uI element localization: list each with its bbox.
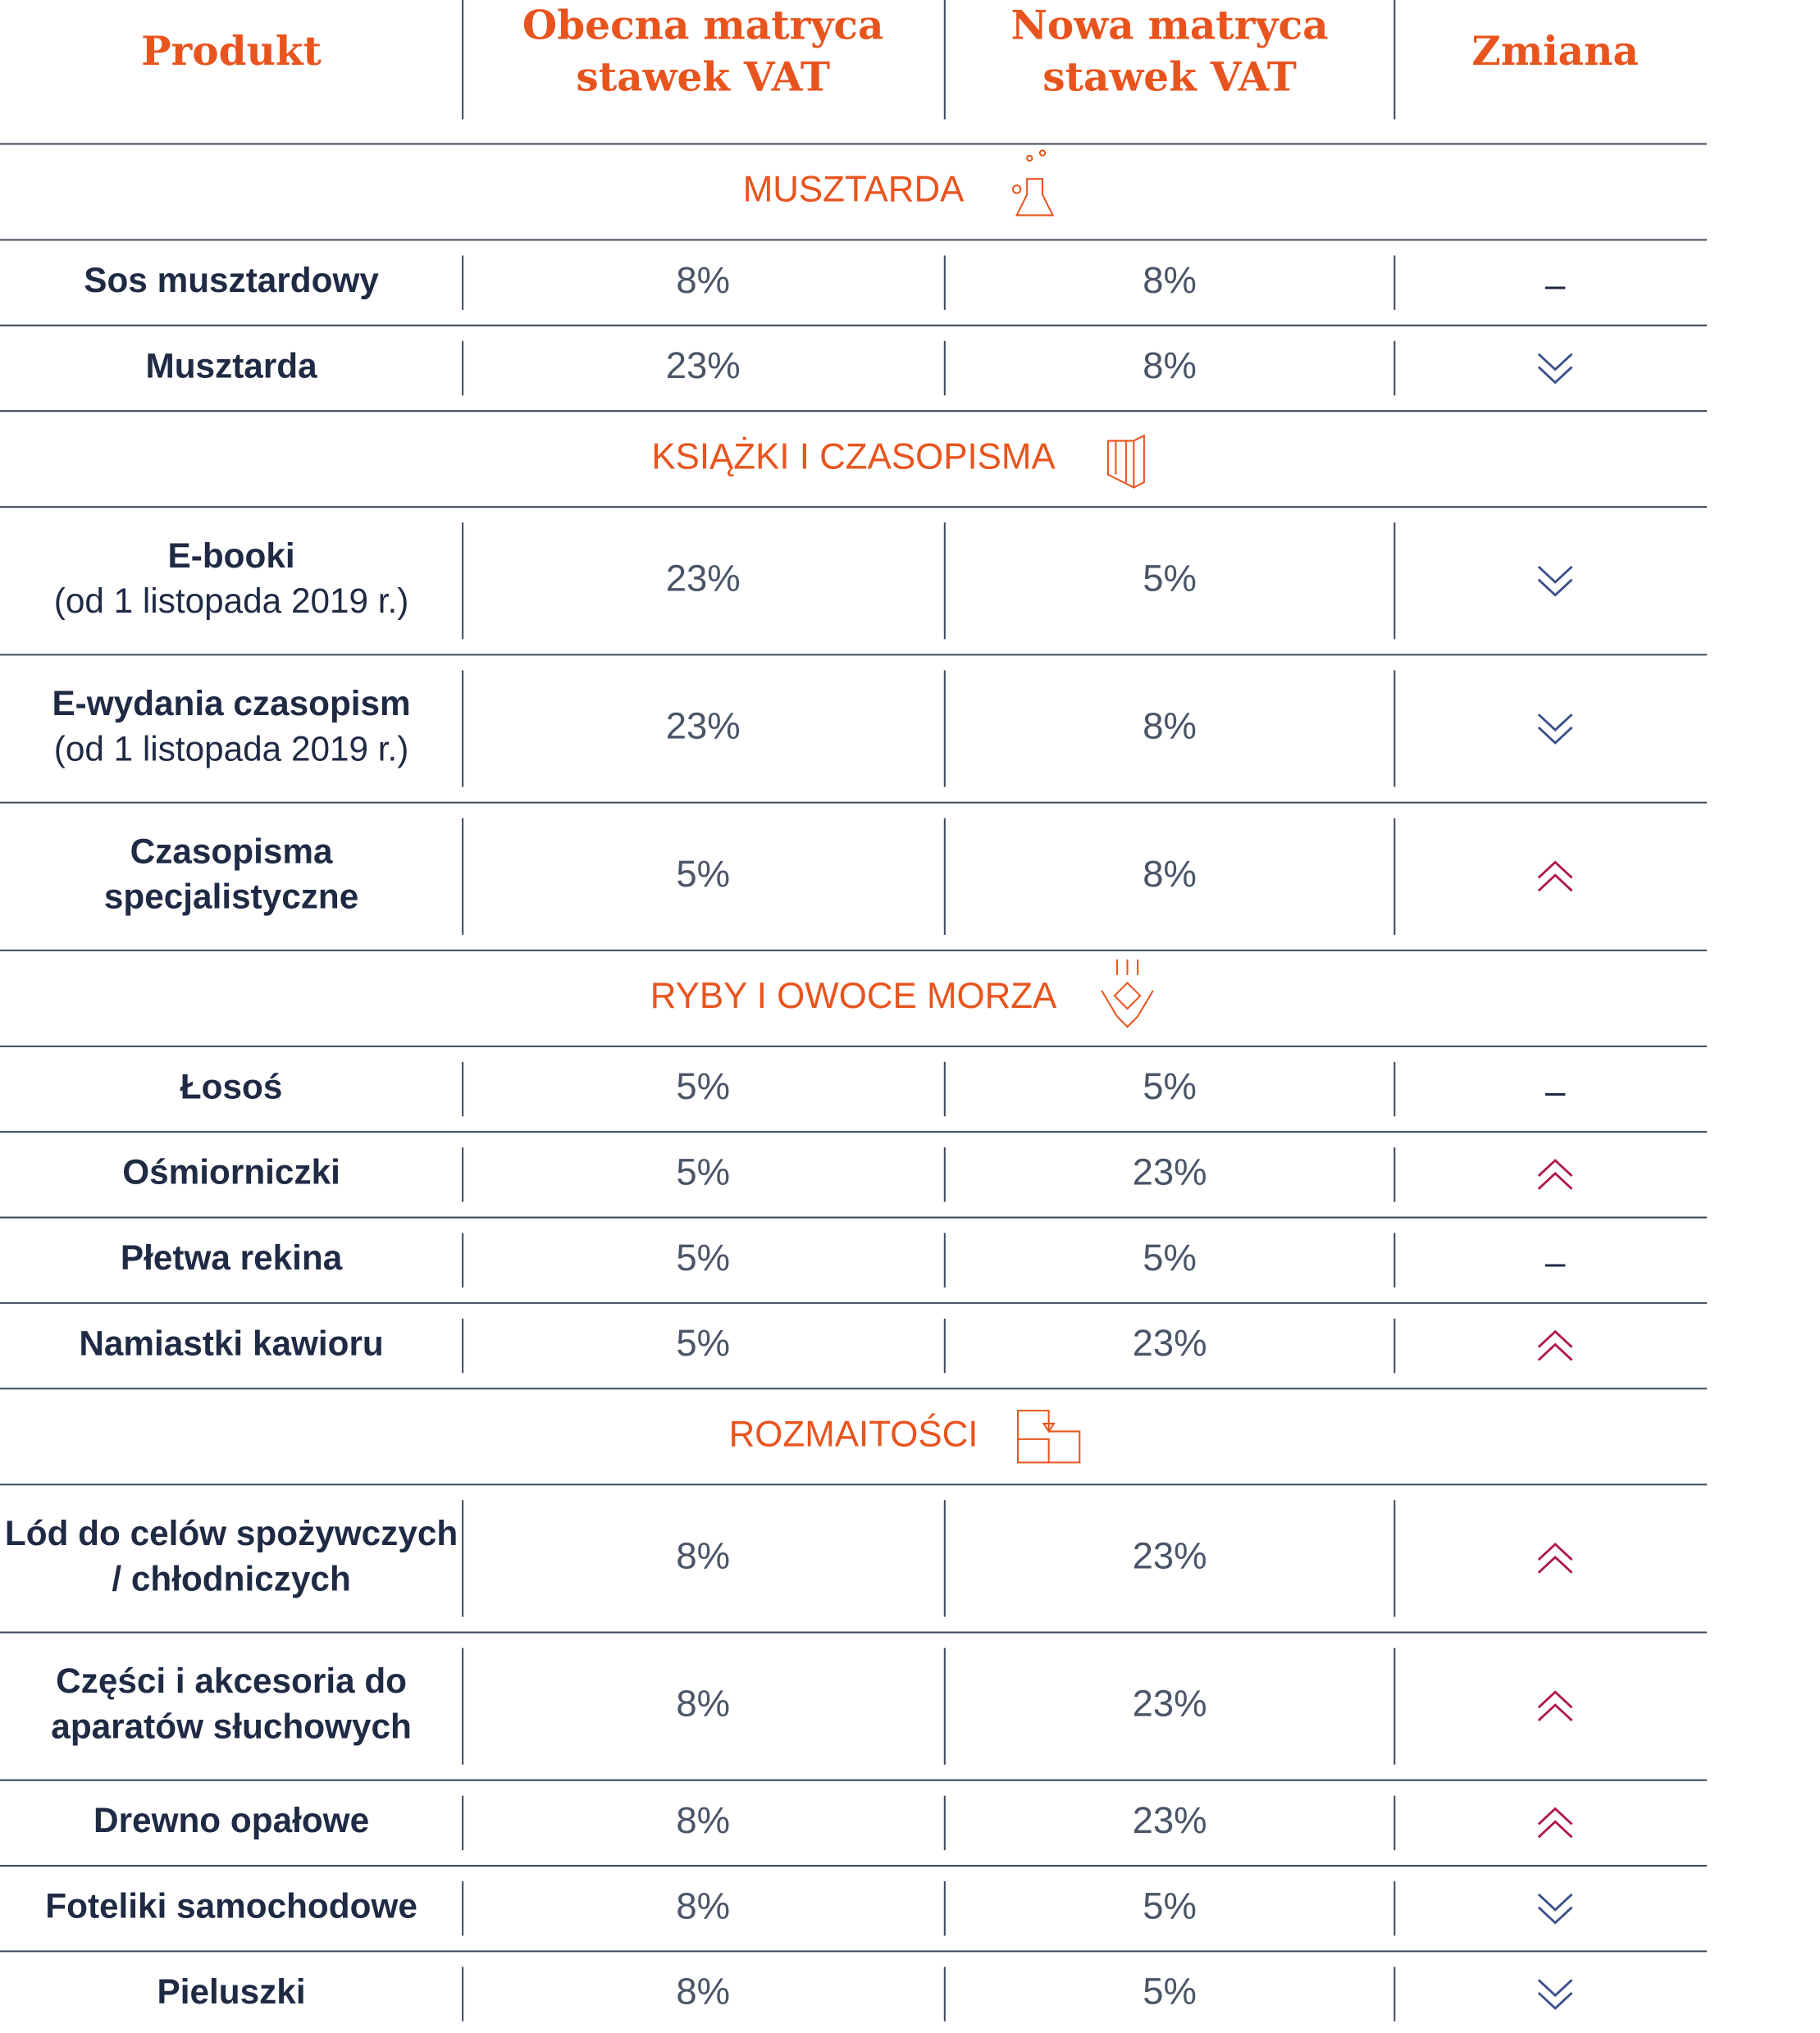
chevron-down xyxy=(1537,726,1573,745)
no-change: – xyxy=(1545,1243,1566,1283)
section-title: ROZMAITOŚCI xyxy=(729,1412,978,1454)
section-icon xyxy=(1106,434,1145,490)
current-rate: 5% xyxy=(676,1322,730,1364)
section-icon xyxy=(1101,959,1154,1028)
chevron-up xyxy=(1537,1820,1573,1839)
chevron-up xyxy=(1537,1703,1573,1722)
product-name: Łosoś xyxy=(180,1068,283,1106)
new-rate: 23% xyxy=(1133,1322,1207,1364)
section-title: RYBY I OWOCE MORZA xyxy=(650,976,1057,1016)
product-name: Foteliki samochodowe xyxy=(45,1887,417,1926)
new-rate: 5% xyxy=(1143,1065,1197,1107)
column-header: stawek VAT xyxy=(1042,52,1297,100)
new-rate: 5% xyxy=(1143,1885,1197,1926)
product-name: Płetwa rekina xyxy=(121,1239,343,1278)
chevron-up xyxy=(1537,1690,1573,1709)
product-name: / chłodniczych xyxy=(112,1560,350,1598)
current-rate: 5% xyxy=(676,1065,730,1107)
chevron-up xyxy=(1537,1342,1573,1361)
product-name: specjalistyczne xyxy=(104,878,358,917)
chevron-down xyxy=(1537,366,1573,385)
chevron-up xyxy=(1537,1555,1573,1574)
chevron-up xyxy=(1537,1807,1573,1826)
column-header: Zmiana xyxy=(1471,27,1639,75)
icon-part xyxy=(1015,178,1055,217)
column-header: Obecna matryca xyxy=(522,1,884,48)
product-name: Sos musztardowy xyxy=(84,262,379,300)
chevron-up xyxy=(1537,860,1573,879)
new-rate: 5% xyxy=(1143,1237,1197,1279)
chevron-up xyxy=(1537,1171,1573,1190)
new-rate: 5% xyxy=(1143,1971,1197,2012)
icon-part xyxy=(1017,1410,1081,1464)
new-rate: 23% xyxy=(1133,1151,1207,1192)
chevron-down xyxy=(1537,1906,1573,1925)
chevron-down xyxy=(1537,713,1573,732)
product-name: Pieluszki xyxy=(157,1973,306,2012)
current-rate: 23% xyxy=(666,344,741,386)
product-note: (od 1 listopada 2019 r.) xyxy=(54,730,409,768)
product-name: Ośmiorniczki xyxy=(122,1153,340,1192)
new-rate: 8% xyxy=(1143,344,1197,386)
new-rate: 5% xyxy=(1143,557,1197,599)
current-rate: 8% xyxy=(676,1534,730,1576)
product-note: (od 1 listopada 2019 r.) xyxy=(54,582,409,621)
no-change: – xyxy=(1545,266,1566,306)
current-rate: 8% xyxy=(676,1799,730,1841)
chevron-down xyxy=(1537,1979,1573,1998)
column-header: Nowa matryca xyxy=(1010,1,1328,48)
new-rate: 8% xyxy=(1143,853,1197,895)
section-icon xyxy=(1017,1410,1081,1464)
product-name: Namiastki kawioru xyxy=(79,1324,383,1363)
chevron-down xyxy=(1537,353,1573,372)
column-header: stawek VAT xyxy=(576,52,830,100)
current-rate: 5% xyxy=(676,853,730,895)
new-rate: 23% xyxy=(1133,1799,1207,1841)
product-name: E-wydania czasopism xyxy=(52,685,410,723)
product-name: E-booki xyxy=(168,537,295,576)
icon-part xyxy=(1011,185,1022,194)
chevron-down xyxy=(1537,578,1573,597)
current-rate: 23% xyxy=(666,557,741,599)
icon-part xyxy=(1106,434,1145,490)
chevron-up xyxy=(1537,1329,1573,1348)
current-rate: 5% xyxy=(676,1151,730,1192)
chevron-up xyxy=(1537,1159,1573,1178)
icon-part xyxy=(1038,149,1047,157)
product-name: Lód do celów spożywczych xyxy=(5,1515,458,1553)
column-header: Produkt xyxy=(141,27,322,75)
current-rate: 8% xyxy=(676,259,730,301)
new-rate: 23% xyxy=(1133,1534,1207,1576)
current-rate: 5% xyxy=(676,1237,730,1279)
new-rate: 23% xyxy=(1133,1683,1207,1725)
current-rate: 8% xyxy=(676,1683,730,1725)
product-name: Drewno opałowe xyxy=(94,1802,369,1840)
icon-part xyxy=(1101,959,1154,1028)
current-rate: 8% xyxy=(676,1971,730,2012)
chevron-down xyxy=(1537,565,1573,584)
chevron-down xyxy=(1537,1893,1573,1912)
new-rate: 8% xyxy=(1143,704,1197,746)
product-name: Musztarda xyxy=(145,347,317,385)
section-title: KSIĄŻKI I CZASOPISMA xyxy=(651,436,1056,476)
chevron-down xyxy=(1537,1991,1573,2010)
icon-part xyxy=(1026,154,1033,162)
section-icon xyxy=(1011,149,1055,217)
product-name: Czasopisma xyxy=(130,832,333,871)
current-rate: 23% xyxy=(666,704,741,746)
product-name: aparatów słuchowych xyxy=(51,1707,412,1746)
product-name: Części i akcesoria do xyxy=(56,1662,407,1701)
section-title: MUSZTARDA xyxy=(743,170,965,210)
current-rate: 8% xyxy=(676,1885,730,1926)
new-rate: 8% xyxy=(1143,259,1197,301)
chevron-up xyxy=(1537,873,1573,892)
no-change: – xyxy=(1545,1072,1566,1112)
chevron-up xyxy=(1537,1543,1573,1561)
